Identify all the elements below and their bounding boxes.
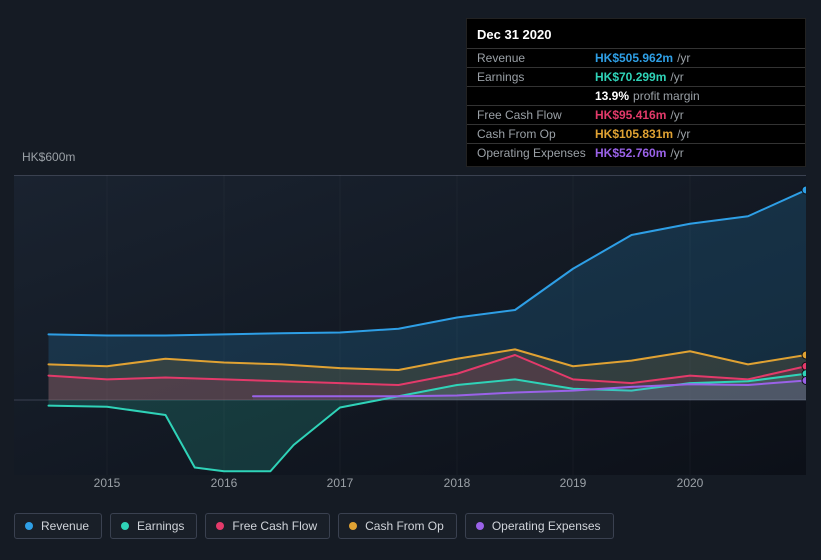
x-tick-label: 2019 — [560, 476, 587, 490]
legend-dot-icon — [349, 522, 357, 530]
legend-dot-icon — [476, 522, 484, 530]
x-tick-label: 2015 — [94, 476, 121, 490]
chart-tooltip: Dec 31 2020 RevenueHK$505.962m/yrEarning… — [466, 18, 806, 167]
legend-item-fcf[interactable]: Free Cash Flow — [205, 513, 330, 539]
x-tick-label: 2018 — [444, 476, 471, 490]
tooltip-row-value: HK$105.831m/yr — [595, 127, 690, 141]
legend-label: Revenue — [41, 519, 89, 533]
y-tick-label: HK$600m — [22, 150, 75, 164]
legend-item-revenue[interactable]: Revenue — [14, 513, 102, 539]
legend-dot-icon — [121, 522, 129, 530]
tooltip-date: Dec 31 2020 — [467, 25, 805, 49]
end-marker-revenue — [802, 186, 806, 194]
tooltip-row-label: Cash From Op — [477, 127, 595, 141]
tooltip-row-value: HK$505.962m/yr — [595, 51, 690, 65]
legend-item-opex[interactable]: Operating Expenses — [465, 513, 614, 539]
legend-label: Earnings — [137, 519, 184, 533]
tooltip-profit-margin: 13.9%profit margin — [467, 87, 805, 106]
chart-svg — [14, 175, 806, 475]
tooltip-row-value: HK$95.416m/yr — [595, 108, 684, 122]
x-tick-label: 2020 — [677, 476, 704, 490]
tooltip-row-label: Earnings — [477, 70, 595, 84]
end-marker-opex — [802, 377, 806, 385]
legend-label: Free Cash Flow — [232, 519, 317, 533]
x-axis: 2015 2016 2017 2018 2019 2020 — [14, 476, 806, 496]
chart-area[interactable]: HK$600m HK$0 -HK$200m 201520162017201820… — [14, 150, 806, 475]
tooltip-row: RevenueHK$505.962m/yr — [467, 49, 805, 68]
x-tick-label: 2017 — [327, 476, 354, 490]
tooltip-row-label: Revenue — [477, 51, 595, 65]
legend-label: Cash From Op — [365, 519, 444, 533]
tooltip-row-value: HK$70.299m/yr — [595, 70, 684, 84]
chart-legend: Revenue Earnings Free Cash Flow Cash From O… — [14, 513, 614, 539]
legend-dot-icon — [25, 522, 33, 530]
end-marker-cfo — [802, 351, 806, 359]
tooltip-row: Cash From OpHK$105.831m/yr — [467, 125, 805, 144]
legend-item-cfo[interactable]: Cash From Op — [338, 513, 457, 539]
legend-item-earnings[interactable]: Earnings — [110, 513, 197, 539]
x-tick-label: 2016 — [211, 476, 238, 490]
tooltip-row-label: Free Cash Flow — [477, 108, 595, 122]
end-marker-fcf — [802, 362, 806, 370]
legend-label: Operating Expenses — [492, 519, 601, 533]
tooltip-row: Free Cash FlowHK$95.416m/yr — [467, 106, 805, 125]
tooltip-row: EarningsHK$70.299m/yr — [467, 68, 805, 87]
legend-dot-icon — [216, 522, 224, 530]
